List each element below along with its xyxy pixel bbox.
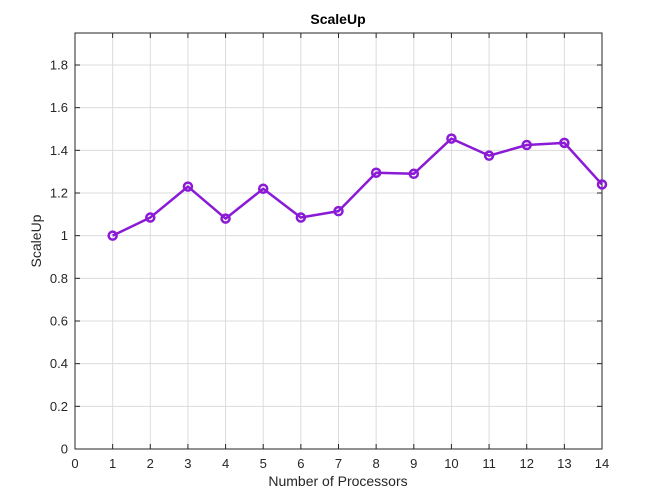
y-tick-label: 0.4 — [50, 356, 68, 371]
data-point — [182, 181, 194, 192]
data-point — [333, 205, 344, 217]
y-axis-label: ScaleUp — [28, 214, 44, 267]
data-point — [596, 179, 608, 190]
chart-title: ScaleUp — [310, 11, 365, 27]
data-point — [559, 137, 570, 149]
y-tick-label: 1 — [61, 228, 68, 243]
x-tick-label: 0 — [71, 456, 78, 471]
x-tick-label: 1 — [109, 456, 116, 471]
data-point — [145, 212, 156, 223]
x-tick-label: 3 — [184, 456, 191, 471]
y-tick-label: 1.8 — [50, 58, 68, 73]
data-point — [370, 167, 382, 178]
x-tick-label: 14 — [595, 456, 609, 471]
x-tick-label: 5 — [260, 456, 267, 471]
data-point — [521, 139, 532, 151]
x-tick-label: 13 — [557, 456, 571, 471]
x-tick-label: 12 — [519, 456, 533, 471]
gridlines — [74, 33, 603, 450]
series-group — [107, 133, 608, 241]
data-point — [107, 230, 118, 241]
data-point — [220, 213, 231, 224]
y-tick-label: 1.6 — [50, 100, 68, 115]
data-point — [408, 168, 420, 180]
y-tick-label: 0.8 — [50, 271, 68, 286]
axis-ticks: 0 1 2 3 4 5 6 7 8 9 10 11 12 13 1400.20.40.60.811.21.4… — [50, 33, 609, 471]
y-tick-label: 0.2 — [50, 399, 68, 414]
y-tick-label: 0.6 — [50, 314, 68, 329]
x-tick-label: 2 — [147, 456, 154, 471]
data-point — [295, 212, 307, 223]
y-tick-label: 1.2 — [50, 186, 68, 201]
data-point — [483, 150, 495, 161]
x-tick-label: 4 — [222, 456, 229, 471]
x-axis-label: Number of Processors — [268, 473, 407, 489]
x-tick-label: 11 — [482, 456, 496, 471]
x-tick-label: 6 — [297, 456, 304, 471]
x-tick-label: 8 — [373, 456, 380, 471]
data-point — [257, 183, 269, 194]
y-tick-label: 0 — [61, 442, 68, 457]
data-point — [446, 133, 457, 144]
x-tick-label: 7 — [335, 456, 342, 471]
x-tick-label: 10 — [444, 456, 458, 471]
series-line — [112, 137, 603, 237]
y-tick-label: 1.4 — [50, 143, 68, 158]
x-tick-label: 9 — [410, 456, 417, 471]
